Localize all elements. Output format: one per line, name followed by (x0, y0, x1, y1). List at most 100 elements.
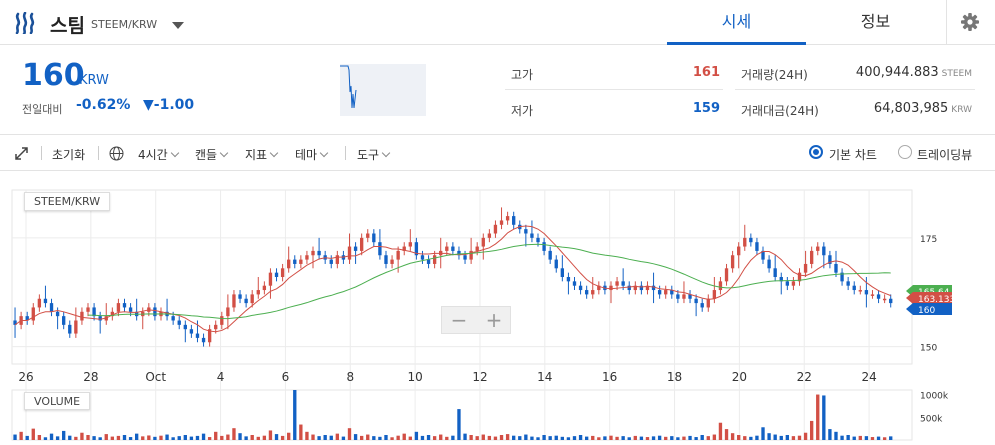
volume-bar (104, 434, 108, 440)
volume-bar (195, 435, 200, 440)
candle (481, 237, 485, 247)
coin-select-caret-icon[interactable] (172, 22, 184, 29)
volume-bar (141, 436, 145, 440)
chart-pair-label: STEEM/KRW (24, 192, 111, 211)
volume-bar (420, 435, 425, 440)
volume-tick-label: 500k (920, 414, 943, 424)
basic-chart-radio[interactable] (809, 145, 823, 159)
candle (378, 242, 382, 256)
volume-bar (773, 434, 777, 440)
candle (451, 246, 455, 251)
change-rate: -0.62% (76, 97, 131, 113)
basic-chart-label[interactable]: 기본 차트 (829, 148, 877, 162)
candle (493, 224, 498, 234)
coin-name[interactable]: 스팀 (50, 15, 85, 37)
candle (98, 316, 102, 321)
volume-bar (74, 436, 78, 440)
volume-bar (134, 433, 139, 440)
coin-pair[interactable]: STEEM/KRW (91, 18, 158, 31)
volume-bar (414, 431, 419, 440)
candle (262, 285, 267, 291)
candle (542, 242, 546, 251)
candle (122, 303, 127, 308)
reset-button[interactable]: 초기화 (52, 148, 86, 162)
volume-bar (749, 436, 753, 440)
expand-icon[interactable] (15, 147, 28, 160)
toolbar-separator (345, 146, 346, 160)
candle (177, 320, 181, 325)
price-badge (906, 292, 952, 304)
candle (226, 307, 230, 317)
candle (372, 233, 376, 243)
toolbar-separator (41, 146, 42, 160)
candle (548, 250, 552, 260)
candle (317, 250, 321, 256)
candle-dropdown[interactable]: 캔들 (195, 146, 229, 163)
candle (706, 298, 710, 308)
turnover-label: 거래대금(24H) (741, 104, 819, 118)
candle (68, 324, 72, 334)
zoom-in-button[interactable]: + (485, 308, 503, 332)
interval-dropdown[interactable]: 4시간 (138, 146, 179, 163)
high-label: 고가 (511, 68, 534, 82)
volume-bar (62, 430, 66, 440)
volume-bar (317, 436, 321, 440)
volume-bar (499, 435, 504, 440)
candle (487, 233, 492, 238)
candle (512, 216, 516, 225)
candle (572, 281, 577, 286)
tradingview-radio[interactable] (898, 145, 912, 159)
candle (822, 246, 826, 256)
candle (250, 294, 254, 304)
volume-bar (341, 436, 346, 440)
candle (299, 259, 303, 264)
volume-bar (165, 434, 169, 440)
candle (49, 303, 54, 312)
volume-bar (37, 435, 42, 440)
candle (761, 250, 765, 260)
indicator-dropdown[interactable]: 지표 (245, 146, 279, 163)
candle (743, 237, 747, 247)
volume-bar (262, 435, 267, 440)
candle (676, 294, 680, 299)
candle (366, 233, 370, 238)
tradingview-label[interactable]: 트레이딩뷰 (917, 148, 973, 162)
candle (639, 285, 644, 291)
volume-bar (55, 436, 60, 440)
x-tick-label: 28 (83, 370, 98, 384)
volume-bar (512, 435, 516, 440)
volume-bar (633, 435, 637, 440)
volume-bar (572, 436, 577, 440)
candle (591, 290, 595, 295)
candle (220, 316, 224, 325)
candle (694, 298, 698, 304)
volume-bar (609, 435, 613, 440)
volume-bar (560, 436, 565, 440)
candle (627, 285, 631, 291)
volume-bar (639, 436, 644, 440)
candle (128, 307, 133, 312)
volume-bar (536, 437, 540, 440)
x-tick-label: 10 (407, 370, 422, 384)
candle (445, 246, 449, 251)
tab-market[interactable]: 시세 (667, 0, 806, 45)
theme-dropdown[interactable]: 테마 (295, 146, 329, 163)
gear-icon (961, 13, 979, 31)
tools-dropdown[interactable]: 도구 (357, 146, 391, 163)
volume-bar (116, 435, 121, 440)
price-chart[interactable]: 26 28 Oct 4 6 8 10 12 14 16 18 20 22 24 175 150 1000k 500… (0, 172, 995, 445)
candle (402, 246, 406, 251)
volume-bar (858, 435, 862, 440)
globe-icon[interactable] (109, 146, 124, 161)
candle (116, 303, 121, 312)
volume-bar (645, 437, 650, 440)
zoom-out-button[interactable]: − (450, 308, 468, 332)
candle (530, 233, 534, 238)
tab-info[interactable]: 정보 (860, 12, 891, 31)
change-label: 전일대비 (22, 103, 63, 116)
settings-button[interactable] (946, 0, 995, 45)
x-tick-label: 14 (537, 370, 552, 384)
candle (876, 294, 881, 299)
volume-bar (882, 437, 887, 440)
volume-bar (591, 435, 595, 440)
